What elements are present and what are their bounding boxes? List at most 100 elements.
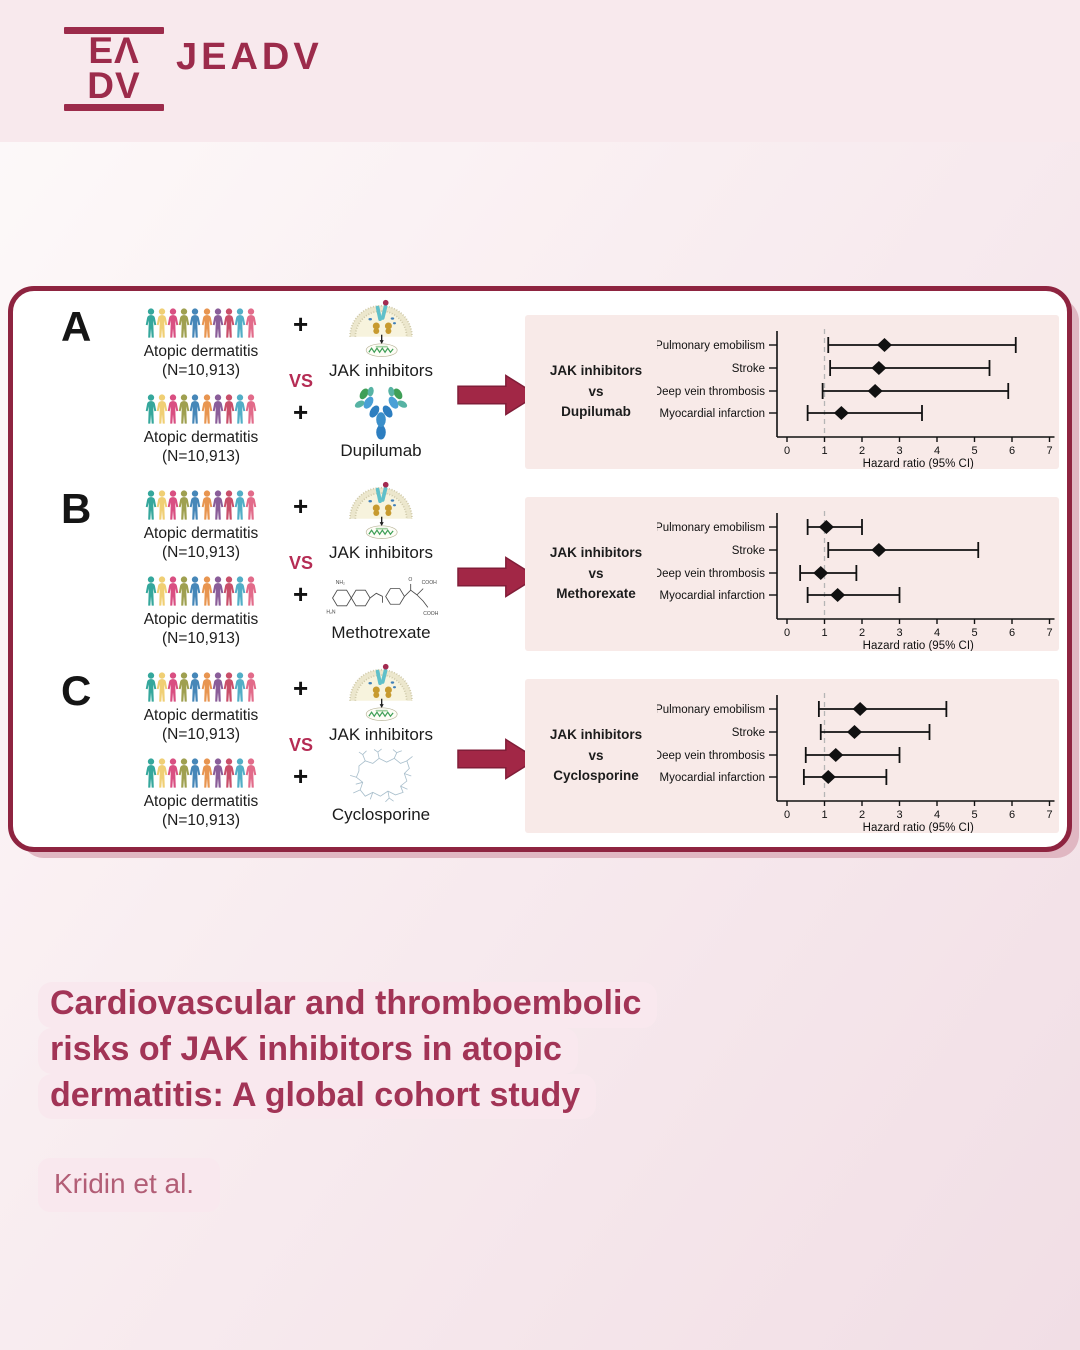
people-crowd-icon bbox=[115, 305, 287, 341]
cohort-comparator: Atopic dermatitis (N=10,913) bbox=[115, 755, 287, 830]
svg-text:Stroke: Stroke bbox=[732, 363, 765, 375]
svg-text:3: 3 bbox=[896, 809, 902, 821]
svg-text:0: 0 bbox=[784, 445, 790, 457]
svg-text:Myocardial infarction: Myocardial infarction bbox=[660, 408, 765, 420]
people-crowd-icon bbox=[115, 487, 287, 523]
title-line: Cardiovascular and thromboembolic bbox=[38, 982, 658, 1028]
forest-plot-a: Pulmonary emobilism Stroke Deep vein throm… bbox=[657, 329, 1055, 469]
header-band: EΛ DV JEADV bbox=[0, 0, 1080, 142]
svg-text:6: 6 bbox=[1009, 627, 1015, 639]
cohort-jak: Atopic dermatitis (N=10,913) bbox=[115, 305, 287, 380]
svg-text:Myocardial infarction: Myocardial infarction bbox=[660, 772, 765, 784]
vs-label: VS bbox=[289, 553, 314, 573]
people-crowd-icon bbox=[115, 391, 287, 427]
comparison-label: JAK inhibitors vs Cyclosporine bbox=[549, 726, 643, 784]
svg-text:Pulmonary emobilism: Pulmonary emobilism bbox=[657, 340, 765, 352]
svg-text:Deep vein thrombosis: Deep vein thrombosis bbox=[657, 750, 765, 762]
results-panel-b: JAK inhibitors vs Methorexate Pulmonary … bbox=[525, 497, 1059, 651]
cohort-label: Atopic dermatitis (N=10,913) bbox=[143, 429, 259, 465]
svg-text:Hazard ratio (95% CI): Hazard ratio (95% CI) bbox=[863, 640, 974, 651]
svg-text:3: 3 bbox=[896, 627, 902, 639]
cohort-comparator: Atopic dermatitis (N=10,913) bbox=[115, 391, 287, 466]
svg-text:1: 1 bbox=[821, 445, 827, 457]
svg-text:Deep vein thrombosis: Deep vein thrombosis bbox=[657, 386, 765, 398]
study-figure-box: A Atopic dermatitis (N=10,913) + VS JAK i… bbox=[8, 286, 1072, 852]
results-panel-c: JAK inhibitors vs Cyclosporine Pulmonary… bbox=[525, 679, 1059, 833]
svg-text:Pulmonary emobilism: Pulmonary emobilism bbox=[657, 522, 765, 534]
svg-text:1: 1 bbox=[821, 809, 827, 821]
drug-jak-inhibitors: JAK inhibitors bbox=[317, 299, 445, 381]
cohort-comparator: Atopic dermatitis (N=10,913) bbox=[115, 573, 287, 648]
svg-text:Stroke: Stroke bbox=[732, 727, 765, 739]
people-crowd-icon bbox=[115, 755, 287, 791]
drug-label: JAK inhibitors bbox=[329, 725, 433, 744]
antibody-icon bbox=[350, 385, 412, 441]
cohort-jak: Atopic dermatitis (N=10,913) bbox=[115, 669, 287, 744]
cell-receptor-jak-icon bbox=[331, 481, 431, 543]
drug-jak-inhibitors: JAK inhibitors bbox=[317, 481, 445, 563]
plus-icon: + bbox=[293, 761, 309, 791]
svg-text:0: 0 bbox=[784, 809, 790, 821]
plus-icon: + bbox=[293, 309, 309, 339]
journal-title: JEADV bbox=[176, 36, 323, 78]
drug-label: Methotrexate bbox=[331, 623, 431, 642]
drug-label: JAK inhibitors bbox=[329, 361, 433, 380]
cohort-label: Atopic dermatitis (N=10,913) bbox=[143, 343, 259, 379]
cohort-jak: Atopic dermatitis (N=10,913) bbox=[115, 487, 287, 562]
panel-c: C Atopic dermatitis (N=10,913) + VS JAK i… bbox=[13, 663, 1067, 845]
svg-text:7: 7 bbox=[1046, 445, 1052, 457]
cell-receptor-jak-icon bbox=[331, 299, 431, 361]
cohort-label: Atopic dermatitis (N=10,913) bbox=[143, 611, 259, 647]
svg-text:6: 6 bbox=[1009, 809, 1015, 821]
svg-text:Hazard ratio (95% CI): Hazard ratio (95% CI) bbox=[863, 458, 974, 469]
plus-icon: + bbox=[293, 397, 309, 427]
title-line: risks of JAK inhibitors in atopic bbox=[38, 1027, 578, 1074]
svg-text:2: 2 bbox=[859, 809, 865, 821]
panel-letter: B bbox=[61, 485, 92, 532]
title-line: dermatitis: A global cohort study bbox=[38, 1073, 597, 1120]
cohort-label: Atopic dermatitis (N=10,913) bbox=[143, 525, 259, 561]
drug-cyclosporine: Cyclosporine bbox=[309, 747, 453, 825]
panel-letter: C bbox=[61, 667, 92, 714]
svg-text:Deep vein thrombosis: Deep vein thrombosis bbox=[657, 568, 765, 580]
panel-a: A Atopic dermatitis (N=10,913) + VS JAK i… bbox=[13, 299, 1067, 481]
svg-text:7: 7 bbox=[1046, 627, 1052, 639]
drug-methotrexate: Methotrexate bbox=[309, 565, 453, 643]
svg-text:Myocardial infarction: Myocardial infarction bbox=[660, 590, 765, 602]
vs-label: VS bbox=[289, 735, 314, 755]
drug-jak-inhibitors: JAK inhibitors bbox=[317, 663, 445, 745]
article-title: Cardiovascular and thromboembolic risks … bbox=[38, 982, 658, 1120]
chemical-structure-icon bbox=[313, 573, 449, 623]
cyclic-peptide-structure-icon bbox=[331, 747, 431, 805]
drug-label: Cyclosporine bbox=[331, 805, 431, 824]
plus-icon: + bbox=[293, 491, 309, 521]
svg-text:3: 3 bbox=[896, 445, 902, 457]
forest-plot-b: Pulmonary emobilism Stroke Deep vein throm… bbox=[657, 511, 1055, 651]
drug-label: JAK inhibitors bbox=[329, 543, 433, 562]
people-crowd-icon bbox=[115, 573, 287, 609]
panel-letter: A bbox=[61, 303, 92, 350]
people-crowd-icon bbox=[115, 669, 287, 705]
logo-line-1: EΛ bbox=[88, 30, 140, 71]
svg-text:2: 2 bbox=[859, 445, 865, 457]
vs-label: VS bbox=[289, 371, 314, 391]
svg-text:4: 4 bbox=[934, 809, 940, 821]
comparison-label: JAK inhibitors vs Dupilumab bbox=[549, 362, 643, 420]
svg-text:5: 5 bbox=[971, 445, 977, 457]
authors-badge: Kridin et al. bbox=[38, 1158, 221, 1212]
cohort-label: Atopic dermatitis (N=10,913) bbox=[143, 793, 259, 829]
svg-text:7: 7 bbox=[1046, 809, 1052, 821]
logo-bottom-bar bbox=[64, 103, 164, 111]
svg-text:4: 4 bbox=[934, 445, 940, 457]
drug-label: Dupilumab bbox=[340, 441, 422, 460]
svg-text:4: 4 bbox=[934, 627, 940, 639]
logo-line-2: DV bbox=[87, 64, 141, 106]
svg-text:0: 0 bbox=[784, 627, 790, 639]
cell-receptor-jak-icon bbox=[331, 663, 431, 725]
forest-plot-c: Pulmonary emobilism Stroke Deep vein throm… bbox=[657, 693, 1055, 833]
plus-icon: + bbox=[293, 673, 309, 703]
svg-text:1: 1 bbox=[821, 627, 827, 639]
cohort-label: Atopic dermatitis (N=10,913) bbox=[143, 707, 259, 743]
svg-text:5: 5 bbox=[971, 809, 977, 821]
